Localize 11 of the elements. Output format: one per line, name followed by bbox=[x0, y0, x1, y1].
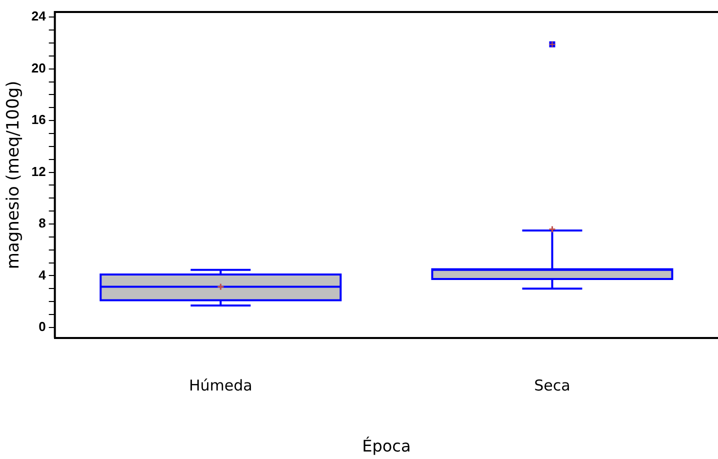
y-tick-label: 0 bbox=[38, 319, 46, 334]
x-axis-title: Época bbox=[362, 436, 411, 456]
y-tick-label: 8 bbox=[38, 216, 46, 231]
y-tick-label: 20 bbox=[31, 60, 46, 76]
x-tick-label: Seca bbox=[534, 376, 570, 395]
x-tick-label: Húmeda bbox=[188, 376, 252, 395]
y-tick-label: 24 bbox=[31, 8, 47, 24]
y-tick-label: 16 bbox=[31, 112, 46, 128]
y-axis-title: magnesio (meq/100g) bbox=[4, 80, 24, 270]
y-tick-label: 12 bbox=[31, 164, 46, 179]
y-tick-label: 4 bbox=[38, 267, 47, 282]
